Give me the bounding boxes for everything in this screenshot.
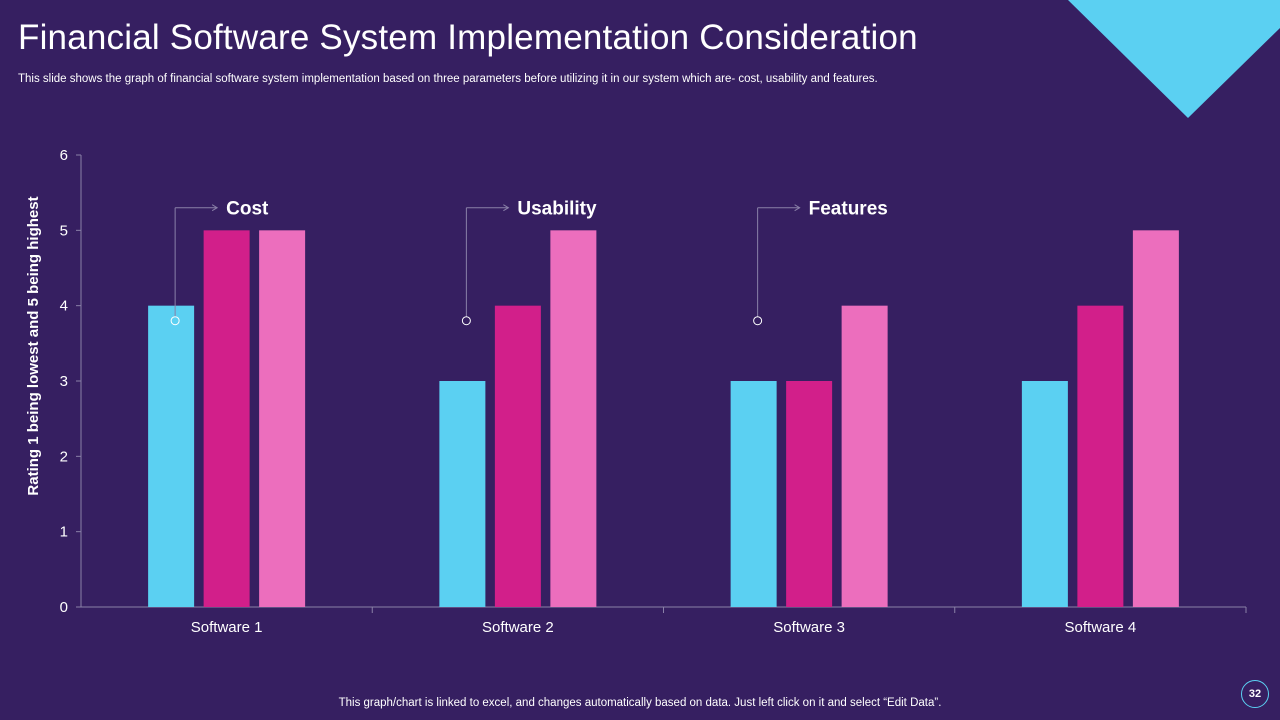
callout-arrow-icon xyxy=(794,204,801,212)
y-tick-label: 4 xyxy=(60,298,68,315)
bar-usability-software-1 xyxy=(203,230,250,608)
bar-usability-software-2 xyxy=(494,305,541,607)
y-tick-label: 5 xyxy=(60,222,68,239)
callout-arrow-icon xyxy=(211,204,219,212)
bar-cost-software-2 xyxy=(439,381,486,607)
callout-marker xyxy=(170,316,180,326)
x-tick-label: Software 2 xyxy=(482,619,554,636)
page-number-badge: 32 xyxy=(1241,680,1269,708)
y-axis-title: Rating 1 being lowest and 5 being highes… xyxy=(25,196,42,495)
bar-features-software-3 xyxy=(841,305,888,607)
y-tick-label: 6 xyxy=(60,147,68,164)
bar-features-software-4 xyxy=(1132,230,1179,608)
y-tick-label: 2 xyxy=(60,448,68,465)
series-annotation-label: Features xyxy=(809,199,888,220)
bar-cost-software-4 xyxy=(1021,381,1068,607)
y-tick-label: 1 xyxy=(60,524,68,541)
bar-usability-software-4 xyxy=(1077,305,1124,607)
x-tick-label: Software 3 xyxy=(773,619,845,636)
x-tick-label: Software 1 xyxy=(191,619,263,636)
series-annotation-label: Usability xyxy=(517,199,597,220)
callout-marker xyxy=(753,316,763,326)
bar-features-software-1 xyxy=(259,230,306,608)
footer-note: This graph/chart is linked to excel, and… xyxy=(338,697,942,709)
slide-subtitle: This slide shows the graph of financial … xyxy=(18,73,878,85)
bar-cost-software-3 xyxy=(730,381,777,607)
bar-usability-software-3 xyxy=(786,381,833,607)
y-tick-label: 3 xyxy=(60,373,68,390)
bar-cost-software-1 xyxy=(148,305,195,607)
y-tick-label: 0 xyxy=(60,599,68,616)
x-tick-label: Software 4 xyxy=(1065,619,1137,636)
callout-marker xyxy=(461,316,471,326)
page-title: Financial Software System Implementation… xyxy=(18,18,918,57)
callout-arrow-icon xyxy=(503,204,510,212)
series-annotation-label: Cost xyxy=(226,199,269,220)
bar-features-software-2 xyxy=(550,230,597,608)
